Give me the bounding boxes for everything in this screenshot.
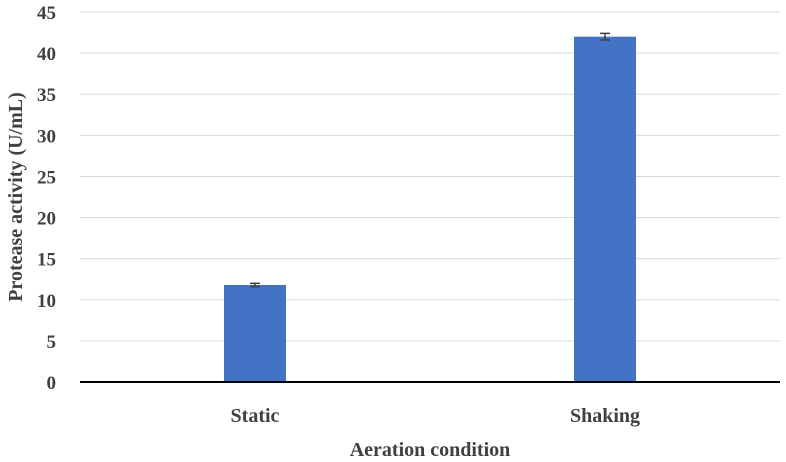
bar-static: [224, 284, 286, 382]
y-tick-label: 40: [37, 44, 56, 65]
y-tick-label: 45: [37, 3, 56, 24]
x-tick-labels: Static Shaking: [231, 405, 640, 427]
bar-shaking: [574, 36, 636, 383]
error-bars: [250, 32, 610, 288]
x-tick-label: Static: [231, 405, 280, 427]
y-tick-label: 35: [37, 85, 56, 106]
gridlines: [80, 11, 780, 342]
y-tick-label: 0: [47, 373, 57, 394]
bars: [224, 36, 636, 383]
y-tick-label: 5: [47, 332, 57, 353]
x-tick-label: Shaking: [570, 405, 640, 427]
y-tick-label: 10: [37, 291, 56, 312]
y-tick-label: 25: [37, 167, 56, 188]
y-tick-label: 15: [37, 250, 56, 271]
x-axis-title: Aeration condition: [350, 439, 511, 461]
y-tick-label: 20: [37, 209, 56, 230]
y-tick-label: 30: [37, 126, 56, 147]
y-axis-title: Protease activity (U/mL): [5, 92, 27, 302]
y-tick-labels: 0 5 10 15 20 25 30 35 40 45: [37, 3, 56, 394]
